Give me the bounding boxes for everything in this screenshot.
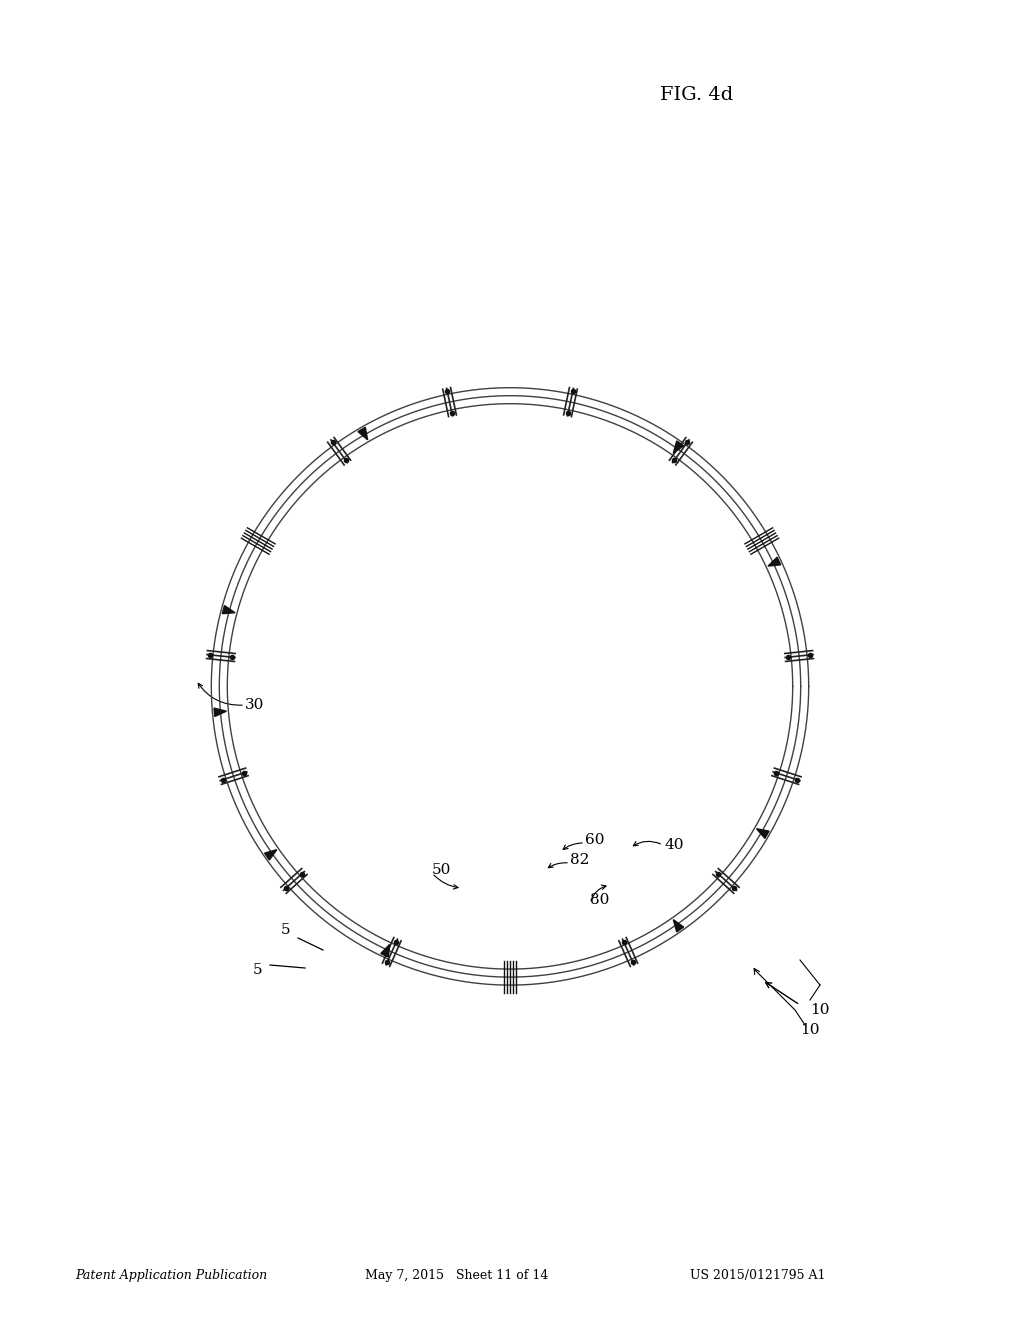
Text: 80: 80 <box>589 894 608 907</box>
Polygon shape <box>214 708 226 717</box>
Polygon shape <box>756 829 768 838</box>
FancyArrowPatch shape <box>590 884 605 900</box>
FancyArrowPatch shape <box>562 843 582 850</box>
FancyArrowPatch shape <box>198 684 242 705</box>
Text: 10: 10 <box>809 1003 828 1016</box>
Polygon shape <box>380 944 389 957</box>
Text: Patent Application Publication: Patent Application Publication <box>75 1269 267 1282</box>
Polygon shape <box>264 850 276 861</box>
Polygon shape <box>767 557 780 566</box>
Polygon shape <box>673 920 683 932</box>
Text: 40: 40 <box>664 838 684 851</box>
Text: 10: 10 <box>799 1023 818 1038</box>
Text: 5: 5 <box>280 923 289 937</box>
Text: 30: 30 <box>245 698 264 711</box>
Text: 60: 60 <box>585 833 604 847</box>
Text: FIG. 4d: FIG. 4d <box>659 86 733 104</box>
Text: 82: 82 <box>570 853 589 867</box>
FancyArrowPatch shape <box>433 875 458 890</box>
Text: 5: 5 <box>252 964 262 977</box>
FancyArrowPatch shape <box>548 863 567 867</box>
Text: May 7, 2015   Sheet 11 of 14: May 7, 2015 Sheet 11 of 14 <box>365 1269 548 1282</box>
Polygon shape <box>222 606 234 614</box>
Polygon shape <box>673 441 683 453</box>
Text: 50: 50 <box>432 863 451 876</box>
FancyArrowPatch shape <box>633 841 660 846</box>
Polygon shape <box>358 428 367 440</box>
Text: US 2015/0121795 A1: US 2015/0121795 A1 <box>689 1269 824 1282</box>
